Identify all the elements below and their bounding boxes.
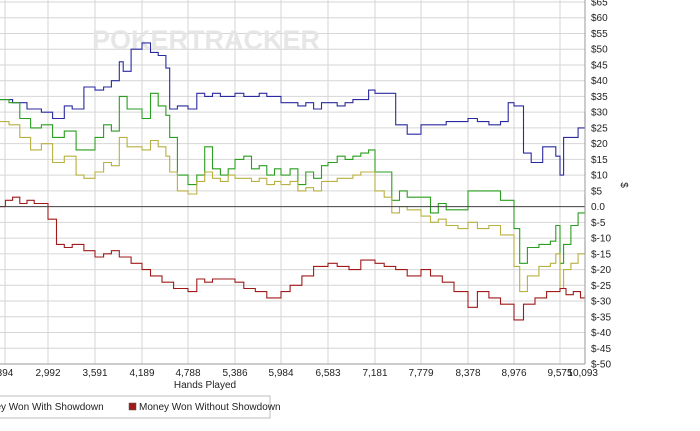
x-tick-label: 8,378: [455, 368, 480, 379]
x-axis-ticks: 394 2,992 3,591 4,189 4,788 5,386 5,984 6,583 7,…: [0, 368, 598, 379]
y-tick-label: $-10: [591, 234, 611, 245]
legend-swatch-without-showdown: [128, 402, 137, 411]
y-tick-label: $-40: [591, 328, 611, 339]
y-tick-label: $55: [591, 29, 608, 40]
y-tick-label: $30: [591, 108, 608, 119]
watermark-text: POKERTRACKER: [92, 25, 320, 55]
legend-label-with-showdown: Money Won With Showdown: [0, 402, 104, 413]
y-tick-label: $40: [591, 76, 608, 87]
x-tick-label: 10,093: [567, 368, 598, 379]
y-tick-label: $-35: [591, 312, 611, 323]
legend: Money Won With Showdown Money Won Withou…: [0, 395, 281, 419]
y-tick-label: $20: [591, 139, 608, 150]
y-tick-label: $15: [591, 155, 608, 166]
x-tick-label: 2,992: [35, 368, 60, 379]
legend-label-without-showdown: Money Won Without Showdown: [139, 402, 281, 413]
x-tick-label: 6,583: [315, 368, 340, 379]
series-line-total: [0, 42, 586, 176]
x-tick-label: 8,976: [501, 368, 526, 379]
y-tick-label: $-30: [591, 297, 611, 308]
x-tick-label: 7,181: [362, 368, 387, 379]
y-tick-label: $45: [591, 60, 608, 71]
x-tick-label: 4,788: [175, 368, 200, 379]
y-tick-label: $60: [591, 13, 608, 24]
y-axis-title: $: [618, 182, 629, 188]
y-tick-label: $50: [591, 45, 608, 56]
series-line-ev: [0, 121, 586, 293]
y-tick-label: $-20: [591, 265, 611, 276]
y-tick-label: $-25: [591, 281, 611, 292]
y-tick-label: $-50: [591, 360, 611, 371]
y-tick-label: $10: [591, 171, 608, 182]
x-tick-label: 394: [0, 368, 14, 379]
x-tick-label: 9,575: [547, 368, 572, 379]
series-line-without-showdown: [0, 196, 586, 321]
x-tick-label: 4,189: [129, 368, 154, 379]
x-tick-label: 5,984: [268, 368, 293, 379]
legend-box: [0, 395, 271, 419]
y-tick-label: $65: [591, 0, 608, 9]
y-tick-label: $35: [591, 92, 608, 103]
x-axis-title: Hands Played: [174, 380, 236, 391]
y-tick-label: $5: [591, 186, 603, 197]
y-tick-label: $-5: [591, 218, 606, 229]
series-layer: [0, 42, 586, 321]
y-axis-ticks: $65 $60 $55 $50 $45 $40 $35 $30 $25 $20 $15 $10 $5 0.…: [591, 0, 611, 371]
watermark-logo: POKERTRACKER: [92, 25, 320, 55]
y-tick-label: $-15: [591, 249, 611, 260]
x-tick-label: 5,386: [222, 368, 247, 379]
y-tick-label: 0.0: [591, 202, 605, 213]
x-tick-label: 7,779: [408, 368, 433, 379]
series-line-with-showdown: [0, 92, 586, 264]
y-tick-label: $-45: [591, 344, 611, 355]
y-tick-label: $25: [591, 123, 608, 134]
x-tick-label: 3,591: [82, 368, 107, 379]
